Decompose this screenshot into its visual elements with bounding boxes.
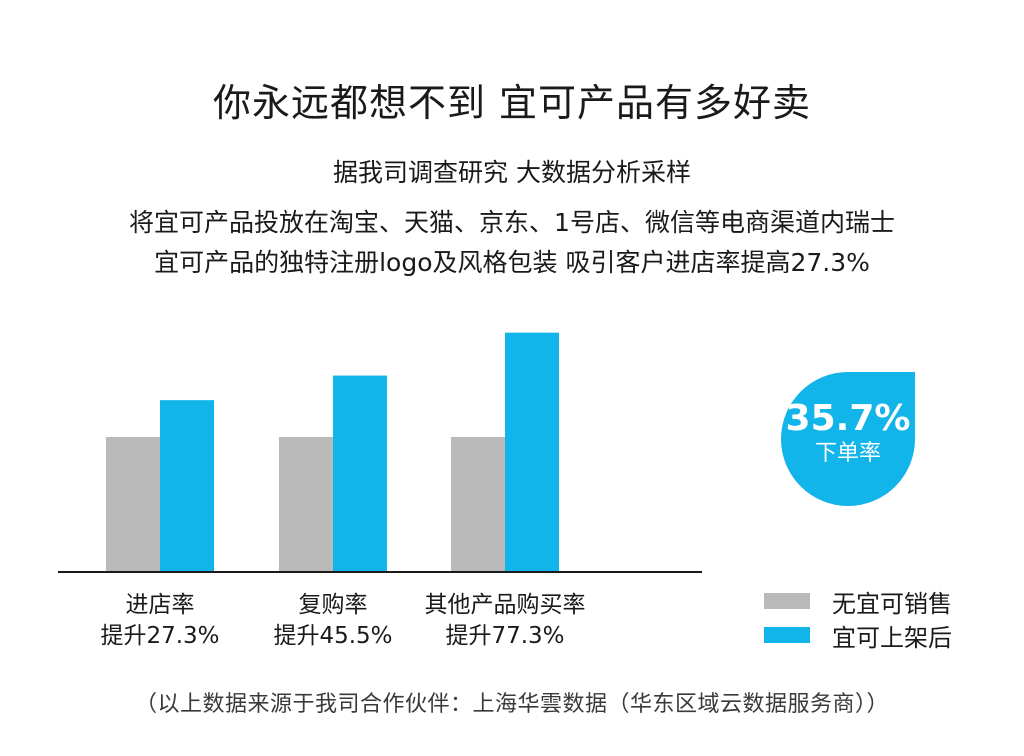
bar-before-2: [279, 437, 333, 572]
order-rate-value: 35.7%: [785, 398, 911, 439]
subtitle-line-2: 将宜可产品投放在淘宝、天猫、京东、1号店、微信等电商渠道内瑞士: [129, 208, 895, 237]
subtitle-line-3: 宜可产品的独特注册logo及风格包装 吸引客户进店率提高27.3%: [154, 248, 870, 277]
page-title: 你永远都想不到 宜可产品有多好卖: [212, 81, 812, 125]
bar-before-1: [106, 437, 160, 572]
category-label-3: 其他产品购买率: [425, 592, 586, 618]
category-label-1: 进店率: [126, 592, 195, 618]
legend-label-after: 宜可上架后: [832, 623, 952, 652]
category-sublabel-2: 提升45.5%: [273, 623, 392, 649]
legend-swatch-before: [764, 593, 810, 609]
chart-legend: 无宜可销售 宜可上架后: [764, 584, 952, 652]
order-rate-label: 下单率: [814, 441, 881, 466]
bar-after-3: [505, 332, 559, 572]
legend-item-before: 无宜可销售: [764, 584, 952, 618]
category-sublabel-3: 提升77.3%: [445, 623, 564, 649]
category-label-2: 复购率: [299, 592, 368, 618]
subtitle-line-1: 据我司调查研究 大数据分析采样: [333, 158, 691, 187]
legend-swatch-after: [764, 627, 810, 643]
category-sublabel-1: 提升27.3%: [100, 623, 219, 649]
legend-item-after: 宜可上架后: [764, 618, 952, 652]
order-rate-badge: 35.7% 下单率: [781, 372, 915, 506]
bar-after-2: [333, 375, 387, 572]
data-source-note: （以上数据来源于我司合作伙伴：上海华雲数据（华东区域云数据服务商））: [134, 692, 889, 717]
bar-before-3: [451, 437, 505, 572]
legend-label-before: 无宜可销售: [832, 589, 952, 618]
bar-after-1: [160, 400, 214, 572]
